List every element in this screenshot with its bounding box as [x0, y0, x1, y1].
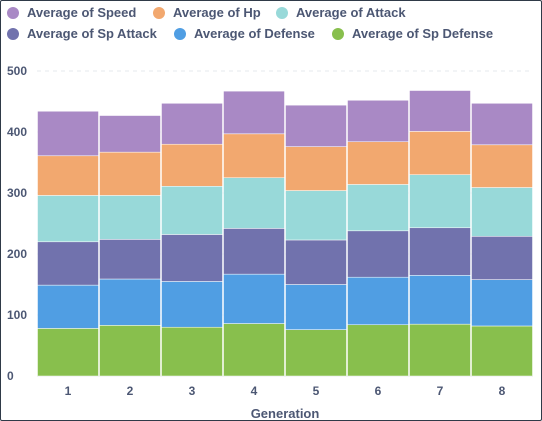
- bar-segment[interactable]: [409, 323, 471, 377]
- x-tick-label: 3: [189, 384, 196, 398]
- bar-segment[interactable]: [285, 146, 347, 191]
- bar-segment[interactable]: [347, 230, 409, 278]
- x-tick-label: 7: [437, 384, 444, 398]
- bar-stack[interactable]: [37, 111, 99, 377]
- bar-segment[interactable]: [285, 284, 347, 330]
- bar-segment[interactable]: [99, 195, 161, 240]
- legend-item-sp-defense[interactable]: Average of Sp Defense: [332, 26, 493, 41]
- bar-segment[interactable]: [37, 111, 99, 157]
- legend-label-sp-attack: Average of Sp Attack: [27, 26, 157, 41]
- bar-segment[interactable]: [161, 234, 223, 282]
- bar-stack[interactable]: [99, 115, 161, 377]
- y-tick-label: 0: [7, 369, 14, 383]
- bar-segment[interactable]: [409, 227, 471, 276]
- bar-segment[interactable]: [285, 239, 347, 285]
- y-tick-label: 300: [7, 186, 27, 200]
- x-tick-label: 1: [65, 384, 72, 398]
- bar-segment[interactable]: [347, 276, 409, 326]
- bar-segment[interactable]: [99, 325, 161, 377]
- bar-segment[interactable]: [471, 103, 533, 146]
- bar-segment[interactable]: [223, 273, 285, 324]
- bar-segment[interactable]: [99, 115, 161, 153]
- legend-item-sp-attack[interactable]: Average of Sp Attack: [7, 26, 157, 41]
- x-axis-ticks: 1 2 3 4 5 6 7 8: [65, 384, 506, 398]
- legend-swatch-sp-defense: [332, 27, 344, 40]
- legend-item-hp[interactable]: Average of Hp: [153, 5, 261, 20]
- legend-row-2: Average of Sp Attack Average of Defense …: [7, 26, 537, 47]
- bar-segment[interactable]: [223, 90, 285, 135]
- bar-stack[interactable]: [471, 103, 533, 377]
- legend-label-defense: Average of Defense: [194, 26, 315, 41]
- legend-row-1: Average of Speed Average of Hp Average o…: [7, 5, 537, 26]
- bar-stack[interactable]: [285, 104, 347, 377]
- legend-swatch-attack: [276, 6, 288, 19]
- bar-segment[interactable]: [347, 100, 409, 143]
- legend: Average of Speed Average of Hp Average o…: [7, 5, 537, 47]
- legend-label-attack: Average of Attack: [296, 5, 406, 20]
- legend-swatch-hp: [153, 6, 165, 19]
- y-tick-label: 200: [7, 247, 27, 261]
- bar-segment[interactable]: [347, 324, 409, 377]
- legend-swatch-sp-attack: [7, 27, 19, 40]
- bar-segment[interactable]: [99, 278, 161, 326]
- x-tick-label: 6: [375, 384, 382, 398]
- bar-segment[interactable]: [37, 328, 99, 377]
- bar-segment[interactable]: [347, 141, 409, 185]
- bar-segment[interactable]: [161, 103, 223, 145]
- x-tick-label: 2: [127, 384, 134, 398]
- bar-segment[interactable]: [409, 275, 471, 325]
- y-tick-label: 100: [7, 308, 27, 322]
- bar-segment[interactable]: [285, 329, 347, 377]
- x-tick-label: 5: [313, 384, 320, 398]
- bar-segment[interactable]: [285, 190, 347, 241]
- bar-segment[interactable]: [161, 326, 223, 377]
- legend-swatch-speed: [7, 6, 19, 19]
- legend-label-sp-defense: Average of Sp Defense: [352, 26, 494, 41]
- bar-segment[interactable]: [471, 279, 533, 327]
- bar-segment[interactable]: [37, 195, 99, 243]
- bar-segment[interactable]: [285, 104, 347, 147]
- legend-item-speed[interactable]: Average of Speed: [7, 5, 136, 20]
- bar-stack[interactable]: [347, 100, 409, 377]
- bar-segment[interactable]: [37, 155, 99, 196]
- bar-segment[interactable]: [409, 131, 471, 175]
- legend-swatch-defense: [174, 27, 186, 40]
- bar-segment[interactable]: [223, 133, 285, 178]
- bar-segment[interactable]: [471, 187, 533, 237]
- bar-segment[interactable]: [471, 236, 533, 280]
- bar-segment[interactable]: [471, 325, 533, 377]
- bar-stacks: [37, 90, 533, 377]
- bar-stack[interactable]: [223, 90, 285, 377]
- y-tick-label: 400: [7, 125, 27, 139]
- bar-segment[interactable]: [223, 323, 285, 377]
- bar-segment[interactable]: [471, 144, 533, 188]
- bar-segment[interactable]: [347, 184, 409, 232]
- bar-segment[interactable]: [161, 143, 223, 187]
- legend-item-defense[interactable]: Average of Defense: [174, 26, 315, 41]
- bar-segment[interactable]: [99, 151, 161, 196]
- y-axis-ticks: 0 100 200 300 400 500: [7, 64, 27, 383]
- bar-segment[interactable]: [37, 241, 99, 286]
- bar-stack[interactable]: [161, 103, 223, 377]
- x-axis-title: Generation: [251, 406, 320, 420]
- y-tick-label: 500: [7, 64, 27, 78]
- legend-label-hp: Average of Hp: [173, 5, 261, 20]
- bar-segment[interactable]: [37, 284, 99, 329]
- bar-segment[interactable]: [409, 174, 471, 229]
- x-tick-label: 8: [499, 384, 506, 398]
- legend-item-attack[interactable]: Average of Attack: [276, 5, 406, 20]
- bar-segment[interactable]: [99, 239, 161, 280]
- bar-segment[interactable]: [223, 228, 285, 275]
- legend-label-speed: Average of Speed: [27, 5, 137, 20]
- bar-segment[interactable]: [161, 281, 223, 328]
- bar-segment[interactable]: [161, 186, 223, 235]
- bar-segment[interactable]: [223, 177, 285, 229]
- bar-stack[interactable]: [409, 90, 471, 377]
- x-tick-label: 4: [251, 384, 258, 398]
- bar-segment[interactable]: [409, 90, 471, 132]
